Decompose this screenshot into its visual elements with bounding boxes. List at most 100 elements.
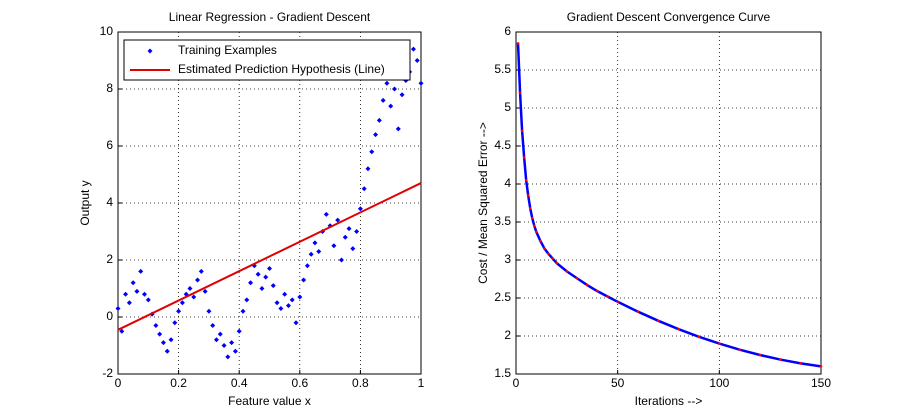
data-point: [361, 186, 367, 192]
data-point: [530, 216, 534, 220]
data-point: [145, 297, 151, 303]
x-tick-label: 0: [513, 376, 520, 390]
data-point: [130, 280, 136, 286]
data-point: [350, 246, 356, 252]
data-point: [270, 283, 276, 289]
data-point: [526, 194, 530, 197]
y-tick-label: 2.5: [494, 290, 511, 304]
data-point: [142, 291, 148, 297]
data-point: [172, 320, 178, 326]
data-point: [297, 294, 303, 300]
y-tick-label: 4.5: [494, 138, 511, 152]
data-point: [202, 288, 208, 294]
data-point: [225, 354, 231, 360]
plot-area: [117, 31, 422, 375]
x-axis-label: Iterations -->: [635, 394, 703, 408]
data-point: [119, 328, 125, 334]
legend-box: [123, 39, 411, 81]
data-point: [575, 276, 579, 280]
data-point: [516, 42, 520, 45]
data-point: [819, 365, 823, 368]
data-point: [255, 271, 261, 277]
data-point: [697, 335, 701, 339]
y-axis-label: Output y: [78, 180, 92, 225]
data-point: [535, 230, 538, 234]
y-tick-label: 3.5: [494, 214, 511, 228]
data-point: [195, 277, 201, 283]
y-tick-label: 1.5: [494, 366, 511, 380]
data-point: [160, 340, 166, 346]
data-point: [388, 103, 394, 109]
data-point: [304, 263, 310, 269]
legend-label: Estimated Prediction Hypothesis (Line): [178, 62, 385, 76]
data-point: [528, 207, 532, 210]
data-point: [565, 270, 569, 273]
data-point: [539, 239, 542, 243]
data-point: [373, 132, 379, 138]
data-point: [636, 310, 640, 313]
x-tick-label: 50: [611, 376, 625, 390]
x-tick-label: 0: [115, 376, 122, 390]
data-point: [520, 129, 524, 133]
data-point: [522, 156, 526, 159]
data-point: [596, 289, 599, 293]
data-point: [115, 305, 121, 311]
y-tick-label: 2: [106, 252, 113, 266]
data-point: [217, 331, 223, 337]
data-point: [533, 224, 536, 228]
data-point: [282, 291, 288, 297]
y-tick-label: 5: [504, 100, 511, 114]
data-point: [384, 80, 390, 86]
x-axis-label: Feature value x: [228, 394, 311, 408]
data-point: [316, 248, 322, 254]
data-point: [585, 283, 589, 287]
data-point: [342, 234, 348, 240]
data-point: [289, 297, 295, 303]
data-point: [547, 252, 550, 256]
x-tick-label: 150: [811, 376, 831, 390]
data-point: [410, 46, 416, 52]
data-point: [365, 166, 371, 172]
data-point: [555, 261, 558, 265]
data-point: [518, 91, 522, 95]
data-point: [357, 206, 363, 212]
data-point: [278, 305, 284, 311]
data-point: [301, 277, 307, 283]
data-point: [213, 337, 219, 343]
data-point: [285, 303, 291, 309]
data-point: [399, 92, 405, 98]
data-point: [168, 337, 174, 343]
y-tick-label: 2: [504, 328, 511, 342]
data-point: [414, 58, 420, 63]
chart-title: Gradient Descent Convergence Curve: [567, 10, 771, 24]
data-point: [551, 257, 554, 260]
legend-label: Training Examples: [178, 43, 277, 57]
data-point: [176, 308, 182, 314]
y-tick-label: 3: [504, 252, 511, 266]
data-point: [376, 117, 382, 123]
y-tick-label: 4: [504, 176, 511, 190]
data-point: [267, 266, 272, 272]
data-point: [232, 348, 238, 354]
data-point: [134, 288, 140, 294]
data-point: [312, 240, 318, 246]
data-point: [240, 308, 246, 314]
y-tick-label: 5.5: [494, 62, 511, 76]
data-point: [210, 323, 216, 329]
data-point: [338, 257, 344, 263]
data-point: [244, 297, 250, 303]
x-tick-label: 0.2: [170, 376, 187, 390]
x-tick-label: 0.6: [291, 376, 308, 390]
data-point: [606, 295, 609, 298]
data-point: [274, 300, 280, 306]
data-point: [138, 268, 144, 274]
plot-area: [515, 31, 822, 375]
data-point: [206, 308, 212, 314]
data-point: [616, 300, 619, 304]
data-point: [179, 300, 185, 306]
data-point: [126, 300, 132, 306]
y-tick-label: 4: [106, 195, 113, 209]
data-point: [123, 291, 129, 297]
data-point: [524, 178, 528, 182]
